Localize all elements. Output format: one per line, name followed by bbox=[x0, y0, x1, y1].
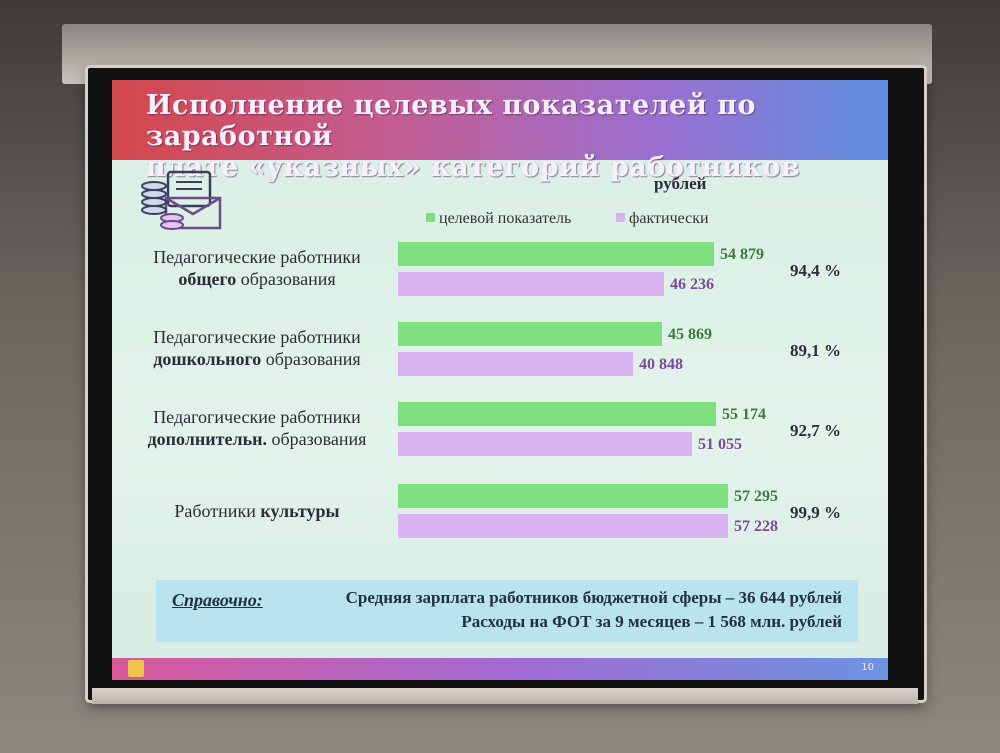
bar-actual bbox=[398, 432, 692, 456]
slide-title-line-1: Исполнение целевых показателей по зарабо… bbox=[146, 90, 757, 152]
category-label-text: образования bbox=[236, 269, 336, 289]
data-label-actual: 57 228 bbox=[734, 518, 778, 535]
category-label-line-1: Работники культуры bbox=[132, 500, 382, 522]
category-label-line-2: дополнительн. образования bbox=[132, 428, 382, 450]
legend-item-actual: фактически bbox=[616, 210, 709, 228]
reference-note-label: Справочно: bbox=[172, 590, 263, 610]
reference-note-line-1: Средняя зарплата работников бюджетной сф… bbox=[345, 588, 842, 607]
category-label-line-1: Педагогические работники bbox=[132, 406, 382, 428]
completion-percentage: 89,1 % bbox=[790, 341, 841, 360]
category-label-text: образования bbox=[261, 349, 361, 369]
bar-target bbox=[398, 242, 714, 266]
legend-label-target: целевой показатель bbox=[439, 210, 572, 227]
legend-item-target: целевой показатель bbox=[426, 210, 571, 228]
slide-title: Исполнение целевых показателей по зарабо… bbox=[146, 90, 866, 183]
bar-chart: 54 879 46 236 94,4 % 45 869 40 848 89,1 % 55 1… bbox=[398, 242, 841, 538]
legend-label-actual: фактически bbox=[629, 210, 709, 227]
category-label: Педагогические работники дополнительн. об… bbox=[132, 406, 382, 450]
data-label-target: 55 174 bbox=[722, 406, 766, 423]
legend-swatch-actual bbox=[616, 213, 625, 222]
data-label-target: 45 869 bbox=[668, 326, 712, 343]
completion-percentage: 99,9 % bbox=[790, 503, 841, 522]
category-label: Педагогические работники общего образован… bbox=[132, 246, 382, 290]
category-label-emphasis: культуры bbox=[260, 501, 340, 521]
category-label: Педагогические работники дошкольного обра… bbox=[132, 326, 382, 370]
data-label-actual: 40 848 bbox=[639, 356, 683, 373]
category-label-line-2: общего образования bbox=[132, 268, 382, 290]
projector-screen-bottom-bar bbox=[92, 688, 918, 704]
category-label-line-2: дошкольного образования bbox=[132, 348, 382, 370]
coat-of-arms-icon bbox=[128, 660, 144, 677]
slide-title-bar: Исполнение целевых показателей по зарабо… bbox=[112, 80, 888, 183]
slide-page-number: 10 bbox=[861, 662, 874, 673]
chart-unit-label: рублей bbox=[654, 174, 707, 193]
bar-actual bbox=[398, 514, 728, 538]
category-label: Работники культуры bbox=[132, 500, 382, 522]
category-label-text: Педагогические работники bbox=[153, 407, 361, 427]
category-label-text: образования bbox=[266, 429, 367, 449]
category-label-emphasis: общего bbox=[178, 269, 237, 289]
category-label-emphasis: дошкольного bbox=[153, 349, 262, 369]
data-label-actual: 51 055 bbox=[698, 436, 742, 453]
category-label-text: Работники bbox=[174, 501, 261, 521]
legend-swatch-target bbox=[426, 213, 435, 222]
category-label-emphasis: дополнительн. bbox=[147, 429, 267, 449]
slide-title-line-2: плате «указных» категорий работников bbox=[146, 152, 801, 183]
category-label-line-1: Педагогические работники bbox=[132, 246, 382, 268]
completion-percentage: 92,7 % bbox=[790, 421, 841, 440]
bar-actual bbox=[398, 352, 633, 376]
presentation-slide: Исполнение целевых показателей по зарабо… bbox=[112, 80, 888, 680]
category-label-text: Педагогические работники bbox=[153, 327, 361, 347]
data-label-target: 57 295 bbox=[734, 488, 778, 505]
category-label-line-1: Педагогические работники bbox=[132, 326, 382, 348]
reference-note-line-2: Расходы на ФОТ за 9 месяцев – 1 568 млн.… bbox=[461, 612, 842, 631]
data-label-actual: 46 236 bbox=[670, 276, 714, 293]
bar-target bbox=[398, 402, 716, 426]
slide-bottom-bar: 10 bbox=[112, 658, 888, 680]
money-document-icon bbox=[141, 170, 222, 230]
bar-target bbox=[398, 484, 728, 508]
data-label-target: 54 879 bbox=[720, 246, 764, 263]
reference-note-box: Справочно: Средняя зарплата работников б… bbox=[156, 580, 858, 642]
bar-target bbox=[398, 322, 662, 346]
bar-actual bbox=[398, 272, 664, 296]
completion-percentage: 94,4 % bbox=[790, 261, 841, 280]
category-label-text: Педагогические работники bbox=[153, 247, 361, 267]
